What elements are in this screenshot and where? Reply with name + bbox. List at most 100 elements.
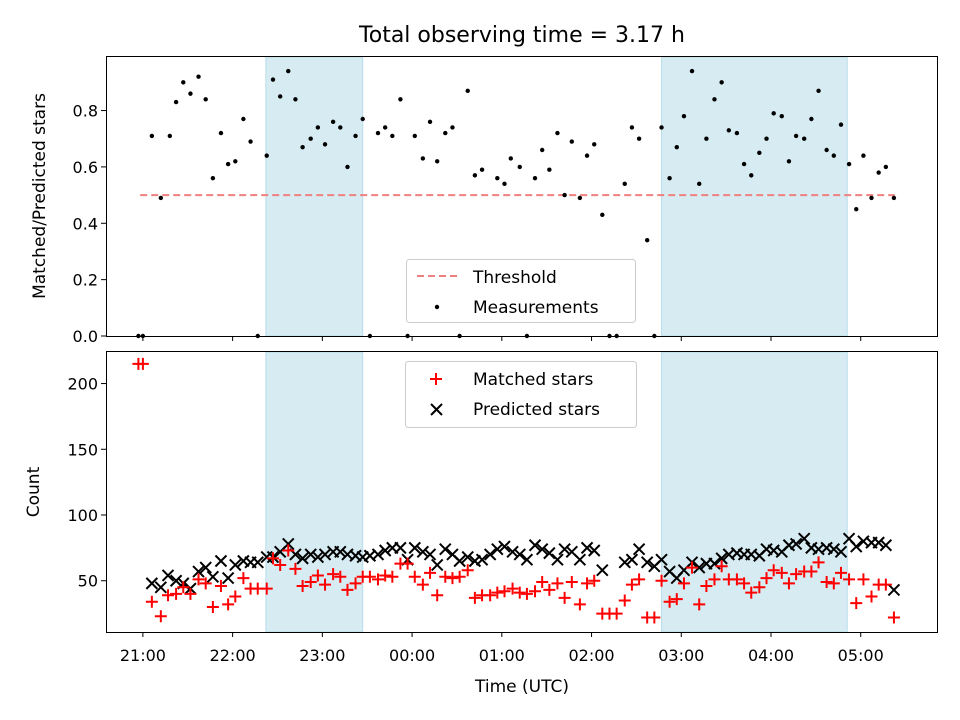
bottom-x-tick-label: 02:00 <box>568 646 614 665</box>
matched-stars-point <box>282 544 295 557</box>
predicted-stars-point <box>850 540 863 553</box>
predicted-stars-point <box>423 548 437 561</box>
measurement-point <box>584 153 590 158</box>
predicted-stars-point <box>394 541 407 555</box>
top-shaded-interval-2 <box>661 56 848 337</box>
predicted-stars-point <box>887 583 901 597</box>
matched-stars-point <box>730 573 743 586</box>
matched-stars-point <box>738 577 751 590</box>
measurement-point <box>225 161 231 167</box>
bottom-legend-box <box>405 361 637 428</box>
predicted-stars-point <box>296 552 309 565</box>
predicted-stars-point <box>154 581 168 594</box>
measurement-point <box>167 133 173 139</box>
matched-stars-point <box>229 590 242 603</box>
matched-stars-point <box>850 597 863 610</box>
measurement-point <box>375 130 381 136</box>
top-legend-box <box>406 259 636 323</box>
matched-legend-label: Matched stars <box>473 370 593 390</box>
measurement-point <box>427 119 433 125</box>
measurement-point <box>241 116 246 122</box>
measurement-point <box>697 181 702 187</box>
predicted-stars-point <box>588 544 601 557</box>
measurement-point <box>149 133 155 139</box>
measurement-point <box>816 88 821 94</box>
measurement-point <box>196 74 201 79</box>
matched-stars-point <box>237 572 250 585</box>
top-y-tick-label: 0.4 <box>73 214 98 233</box>
matched-stars-point <box>536 576 549 589</box>
matched-stars-point <box>618 594 631 607</box>
matched-stars-point <box>206 601 219 614</box>
predicted-stars-point <box>618 556 631 569</box>
measurement-point <box>674 144 679 150</box>
predicted-stars-point <box>439 542 452 556</box>
chart-title: Total observing time = 3.17 h <box>358 23 685 48</box>
measurement-point <box>779 113 784 119</box>
matched-stars-point <box>446 572 459 585</box>
predicted-stars-point <box>199 561 212 574</box>
measurement-point <box>360 116 365 122</box>
measurement-point <box>286 68 291 74</box>
top-y-tick-label: 0.0 <box>73 327 98 346</box>
matched-stars-point <box>267 552 279 565</box>
matched-stars-point <box>491 586 504 599</box>
measurement-point <box>786 159 792 164</box>
predicted-stars-point <box>491 542 504 556</box>
measurement-point <box>412 133 417 139</box>
bottom-x-tick-label: 03:00 <box>658 646 704 665</box>
matched-stars-point <box>386 570 399 583</box>
top-shaded-interval-1 <box>265 56 364 337</box>
measurement-point <box>390 133 395 139</box>
measurement-point <box>622 181 627 187</box>
matched-stars-point <box>834 566 847 579</box>
predicted-stars-point <box>475 553 489 566</box>
predicted-legend-label: Predicted stars <box>473 400 600 420</box>
measurement-point <box>181 80 186 85</box>
matched-stars-point <box>199 577 212 590</box>
measurement-point <box>629 125 635 130</box>
measurement-point <box>719 80 724 85</box>
matched-stars-point <box>170 587 183 600</box>
measurement-point <box>300 144 305 150</box>
matched-legend-swatch <box>430 373 442 385</box>
measurement-point <box>532 175 538 181</box>
predicted-stars-point <box>169 574 183 587</box>
measurement-point <box>577 195 583 201</box>
matched-stars-point <box>311 569 324 582</box>
matched-stars-point <box>745 586 758 599</box>
bottom-shaded-interval-2 <box>661 351 848 633</box>
matched-stars-point <box>327 568 340 581</box>
bottom-y-axis-label: Count <box>24 466 44 517</box>
measurement-point <box>734 130 740 136</box>
matched-stars-point <box>686 561 699 574</box>
matched-stars-point <box>551 577 564 590</box>
matched-stars-point <box>214 579 227 592</box>
matched-stars-point <box>145 595 158 608</box>
matched-stars-point <box>506 582 519 595</box>
predicted-stars-point <box>282 537 295 551</box>
measurement-point <box>861 153 866 158</box>
matched-stars-point <box>879 578 892 591</box>
measurement-point <box>508 156 513 161</box>
measurement-point <box>757 150 762 156</box>
measurement-point <box>465 88 470 94</box>
predicted-stars-point <box>334 545 347 559</box>
bottom-x-tick-label: 00:00 <box>389 646 435 665</box>
matched-stars-point <box>827 577 840 590</box>
measurement-point <box>600 212 605 218</box>
matched-stars-point <box>588 574 601 587</box>
matched-stars-point <box>843 573 856 586</box>
measurement-point <box>173 99 179 105</box>
bottom-y-tick-label: 150 <box>67 440 98 459</box>
predicted-stars-point <box>797 532 811 545</box>
measurement-point <box>210 175 216 181</box>
predicted-stars-point <box>632 542 646 556</box>
predicted-stars-point <box>693 561 706 574</box>
measurement-point <box>838 122 844 127</box>
predicted-stars-point <box>311 550 325 564</box>
matched-stars-point <box>565 576 578 589</box>
measurement-point <box>158 195 164 201</box>
matched-stars-point <box>857 573 870 586</box>
